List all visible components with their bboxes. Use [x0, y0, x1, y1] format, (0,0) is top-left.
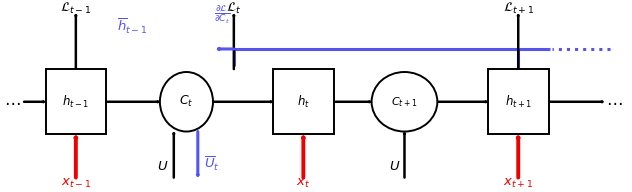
Text: $U$: $U$ [157, 160, 168, 173]
Text: $x_{t+1}$: $x_{t+1}$ [503, 177, 533, 190]
Text: $h_{t-1}$: $h_{t-1}$ [62, 94, 90, 110]
Bar [488, 69, 549, 134]
Text: $x_t$: $x_t$ [296, 177, 310, 190]
Bar [273, 69, 334, 134]
Text: $\mathcal{L}_{t+1}$: $\mathcal{L}_{t+1}$ [502, 1, 534, 16]
Text: $U$: $U$ [389, 160, 401, 173]
Text: $\cdots$: $\cdots$ [606, 93, 623, 111]
Bar [46, 69, 106, 134]
Text: $C_{t+1}$: $C_{t+1}$ [391, 95, 418, 109]
Text: $C_t$: $C_t$ [179, 94, 193, 109]
Text: $h_{t+1}$: $h_{t+1}$ [504, 94, 532, 110]
Text: $\cdots$: $\cdots$ [4, 93, 21, 111]
Ellipse shape [372, 72, 437, 132]
Text: $\mathcal{L}_{t}$: $\mathcal{L}_{t}$ [226, 1, 241, 16]
Text: $\mathcal{L}_{t-1}$: $\mathcal{L}_{t-1}$ [60, 1, 92, 16]
Text: $x_{t-1}$: $x_{t-1}$ [61, 177, 91, 190]
Ellipse shape [160, 72, 213, 132]
Text: $\frac{\partial \mathcal{L}}{\partial C_t}$: $\frac{\partial \mathcal{L}}{\partial C_… [214, 3, 231, 26]
Text: $\overline{h}_{t-1}$: $\overline{h}_{t-1}$ [118, 16, 148, 36]
Text: $h_t$: $h_t$ [297, 94, 310, 110]
Text: $\overline{U}_t$: $\overline{U}_t$ [204, 154, 219, 173]
